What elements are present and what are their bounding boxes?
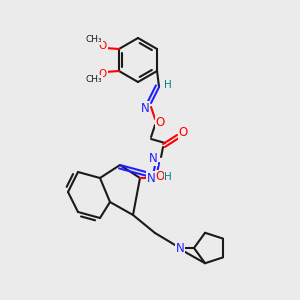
Text: O: O bbox=[99, 69, 107, 79]
Text: H: H bbox=[164, 80, 172, 90]
Text: N: N bbox=[141, 101, 149, 115]
Text: O: O bbox=[155, 116, 165, 130]
Text: CH₃: CH₃ bbox=[85, 35, 102, 44]
Text: O: O bbox=[99, 41, 107, 51]
Text: O: O bbox=[155, 170, 165, 184]
Text: N: N bbox=[149, 152, 158, 166]
Text: O: O bbox=[155, 116, 165, 130]
Text: O: O bbox=[178, 127, 188, 140]
Text: O: O bbox=[155, 170, 165, 184]
Text: N: N bbox=[147, 172, 155, 184]
Text: H: H bbox=[164, 172, 172, 182]
Text: N: N bbox=[149, 152, 158, 166]
Text: N: N bbox=[147, 172, 155, 184]
Text: CH₃: CH₃ bbox=[85, 76, 102, 85]
Text: H: H bbox=[164, 172, 172, 182]
Text: H: H bbox=[164, 80, 172, 90]
Text: O: O bbox=[99, 41, 107, 51]
Text: N: N bbox=[176, 242, 184, 256]
Text: N: N bbox=[176, 242, 184, 256]
Text: N: N bbox=[141, 101, 149, 115]
Text: O: O bbox=[99, 69, 107, 79]
Text: CH₃: CH₃ bbox=[85, 76, 102, 85]
Text: CH₃: CH₃ bbox=[85, 35, 102, 44]
Text: O: O bbox=[178, 127, 188, 140]
